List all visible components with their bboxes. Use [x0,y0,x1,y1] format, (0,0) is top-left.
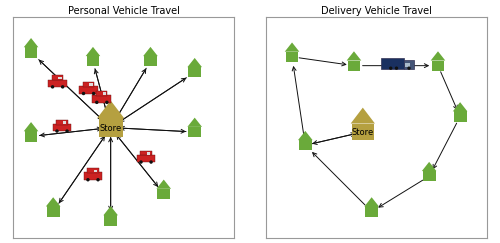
Bar [404,60,414,69]
Polygon shape [86,47,100,56]
Polygon shape [364,197,379,207]
Bar [140,151,151,156]
Bar [56,120,68,124]
Bar [432,61,444,71]
Bar [454,111,466,122]
Bar [52,124,72,131]
Circle shape [408,67,410,70]
Bar [158,189,170,199]
Title: Delivery Vehicle Travel: Delivery Vehicle Travel [320,6,432,16]
Polygon shape [188,118,202,127]
Text: Store: Store [352,129,374,138]
Circle shape [86,178,90,182]
Polygon shape [298,131,312,140]
Bar [352,123,374,140]
Polygon shape [104,206,118,215]
Polygon shape [346,51,362,61]
Bar [86,56,100,66]
Circle shape [105,101,108,104]
Circle shape [61,85,64,89]
Circle shape [389,67,392,70]
Polygon shape [188,58,202,67]
Bar [84,173,102,180]
Bar [365,207,378,217]
Bar [102,92,106,95]
Polygon shape [97,101,124,118]
Bar [94,170,97,172]
Polygon shape [24,122,38,131]
Bar [422,171,436,181]
Bar [104,215,117,226]
Bar [382,58,404,69]
Polygon shape [453,102,468,111]
Polygon shape [430,51,446,61]
Circle shape [82,92,85,95]
Polygon shape [143,47,158,56]
Text: Store: Store [100,124,122,133]
Bar [48,80,67,87]
Bar [24,47,38,58]
Bar [98,118,123,137]
Bar [92,95,111,103]
Bar [147,152,150,155]
Polygon shape [422,162,436,171]
Bar [188,67,201,78]
Bar [96,91,108,96]
Bar [52,75,63,80]
Bar [47,207,60,217]
Bar [299,140,312,150]
Bar [405,63,409,67]
Circle shape [55,129,58,133]
Polygon shape [156,180,171,189]
Bar [24,131,38,142]
Bar [58,77,62,79]
Circle shape [395,67,398,70]
Polygon shape [24,38,38,47]
Bar [90,83,93,86]
Bar [136,155,156,162]
Bar [348,61,360,71]
Circle shape [92,92,96,95]
Title: Personal Vehicle Travel: Personal Vehicle Travel [68,6,180,16]
Polygon shape [46,197,60,207]
Circle shape [150,160,153,164]
Polygon shape [350,108,375,123]
Bar [144,56,157,66]
Bar [188,127,201,137]
Bar [63,121,66,124]
Bar [286,52,298,62]
Circle shape [140,160,142,164]
Polygon shape [284,43,300,52]
Bar [79,86,98,94]
Bar [83,82,94,87]
Bar [88,168,99,173]
Circle shape [66,129,69,133]
Circle shape [51,85,54,89]
Circle shape [95,101,98,104]
Circle shape [96,178,100,182]
